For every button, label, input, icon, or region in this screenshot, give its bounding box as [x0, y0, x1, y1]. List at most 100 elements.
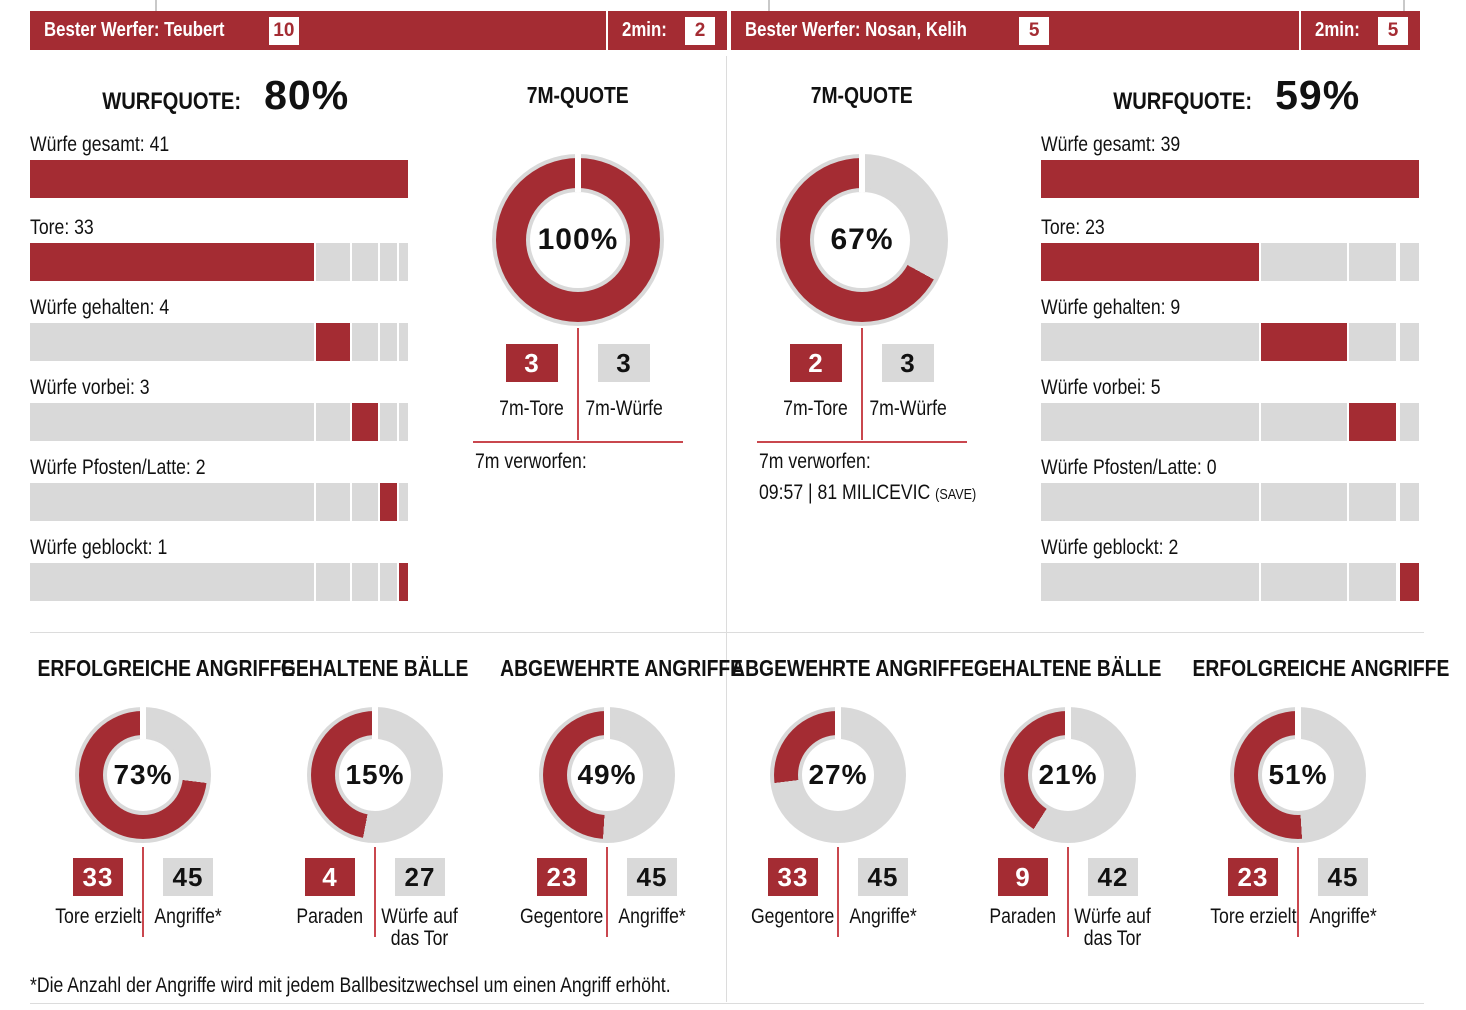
attack-divider-line	[1067, 847, 1069, 937]
attack-box2: 45	[1318, 858, 1368, 896]
sevenm-goals-label-text: 7m-Tore	[783, 397, 849, 420]
donut-hole	[107, 739, 179, 811]
bar-label-text: Würfe geblockt: 1	[30, 536, 168, 559]
attack-box1-label-text: Paraden	[296, 905, 364, 928]
bar-segment	[30, 563, 314, 601]
attack-donut: 73%	[75, 707, 211, 843]
bar-label-text: Tore: 23	[1041, 216, 1105, 239]
bar-track	[1041, 160, 1419, 198]
bar-segment	[352, 563, 379, 601]
bar-segment	[1348, 243, 1397, 281]
attack-box2-label-text: Angriffe*	[618, 905, 686, 928]
bar-label: Tore: 23	[1041, 216, 1419, 240]
best-thrower-banner-right: Bester Werfer: Nosan, Kelih 5 2min: 5	[731, 11, 1420, 50]
bar-segment	[352, 243, 379, 281]
bar-segment	[1041, 323, 1260, 361]
bar-label-text: Tore: 33	[30, 216, 94, 239]
bar-segment	[380, 563, 398, 601]
attack-box2-label: Angriffe*	[133, 906, 243, 954]
attack-donut-title: ERFOLGREICHE ANGRIFFE	[13, 655, 294, 683]
donut-hole	[1032, 739, 1104, 811]
attack-box1: 4	[305, 858, 355, 896]
donut-hole	[1262, 739, 1334, 811]
attack-box2-label: Angriffe*	[597, 906, 707, 954]
bar-segment	[1261, 483, 1347, 521]
two-min-count-badge: 2	[685, 16, 715, 45]
bar-label-text: Würfe Pfosten/Latte: 0	[1041, 456, 1217, 479]
attack-box1-label-text: Paraden	[989, 905, 1057, 928]
sevenm-missed-label: 7m verworfen:	[475, 450, 715, 474]
attack-box1: 23	[1228, 858, 1278, 896]
attack-box2: 45	[858, 858, 908, 896]
attack-divider-line	[1297, 847, 1299, 937]
attack-box2-label-text: Würfe auf das Tor	[1074, 905, 1152, 950]
attack-divider-line	[606, 847, 608, 937]
donut-percent: 73%	[113, 759, 173, 790]
bar-label-text: Würfe gehalten: 4	[30, 296, 170, 319]
bar-segment	[1261, 243, 1347, 281]
bar-segment	[1348, 323, 1397, 361]
bar-track	[1041, 563, 1419, 601]
bar-label-text: Würfe geblockt: 2	[1041, 536, 1179, 559]
bar-track	[30, 323, 408, 361]
attack-donut-title: ERFOLGREICHE ANGRIFFE	[1168, 655, 1449, 683]
bar-label-text: Würfe gehalten: 9	[1041, 296, 1181, 319]
bar-segment	[380, 403, 398, 441]
attack-donut: 51%	[1230, 707, 1366, 843]
bar-segment-highlight	[315, 323, 351, 361]
attack-box2-label-text: Würfe auf das Tor	[381, 905, 459, 950]
attack-donut-title: ABGEWEHRTE ANGRIFFE	[477, 655, 743, 683]
banner-divider	[605, 11, 608, 50]
sevenm-goals-box: 3	[506, 344, 558, 382]
banner-divider	[1298, 11, 1301, 50]
bar-label-text: Würfe vorbei: 5	[1041, 376, 1161, 399]
attack-box1: 23	[537, 858, 587, 896]
bar-segment	[30, 483, 314, 521]
bar-segment	[1261, 403, 1347, 441]
attack-donut-title-text: ABGEWEHRTE ANGRIFFE	[500, 655, 744, 681]
wurfquote-percent: 59%	[1275, 72, 1361, 118]
center-divider	[726, 56, 727, 1002]
bar-segment	[315, 403, 351, 441]
bar-segment	[399, 483, 408, 521]
bar-track	[1041, 323, 1419, 361]
bar-label: Würfe gehalten: 4	[30, 296, 408, 320]
wurfquote-heading-right: WURFQUOTE: 59%	[1030, 72, 1430, 118]
donut-hole	[802, 739, 874, 811]
bar-segment	[30, 323, 314, 361]
sevenm-attempts-box: 3	[882, 344, 934, 382]
attack-box2: 45	[163, 858, 213, 896]
sevenm-goals-label: 7m-Tore	[766, 398, 866, 422]
bar-label: Würfe Pfosten/Latte: 2	[30, 456, 408, 480]
attack-box2-label: Würfe auf das Tor	[365, 906, 475, 954]
attack-box2: 27	[395, 858, 445, 896]
attack-box2: 45	[627, 858, 677, 896]
bar-segment	[1041, 563, 1260, 601]
donut-percent: 27%	[808, 759, 868, 790]
attack-box1-label-text: Tore erzielt	[1209, 905, 1297, 928]
wurfquote-percent: 80%	[264, 72, 350, 118]
attack-box1-label-text: Gegentore	[520, 905, 604, 928]
attack-box2-label: Angriffe*	[1288, 906, 1398, 954]
attack-donut-title-text: ERFOLGREICHE ANGRIFFE	[37, 655, 295, 681]
bar-segment	[1261, 563, 1347, 601]
attack-donut-title-text: ERFOLGREICHE ANGRIFFE	[1192, 655, 1450, 681]
bar-segment-highlight	[399, 563, 408, 601]
attacks-footnote: *Die Anzahl der Angriffe wird mit jedem …	[30, 974, 793, 998]
attack-divider-line	[837, 847, 839, 937]
bar-track	[30, 243, 408, 281]
donut-notch	[1065, 707, 1071, 739]
bar-segment	[30, 403, 314, 441]
bar-label: Würfe Pfosten/Latte: 0	[1041, 456, 1419, 480]
bar-label: Würfe gehalten: 9	[1041, 296, 1419, 320]
attack-box1-label: Tore erzielt	[1198, 906, 1308, 954]
sevenm-attempts-label-text: 7m-Würfe	[869, 397, 947, 420]
attack-donut-title: GEHALTENE BÄLLE	[938, 655, 1198, 683]
wurfquote-label: WURFQUOTE:	[102, 88, 241, 115]
donut-hole	[814, 192, 910, 288]
bottom-divider	[30, 1003, 1424, 1004]
attack-box2-label-text: Angriffe*	[849, 905, 917, 928]
bar-track	[1041, 483, 1419, 521]
donut-notch	[604, 707, 610, 739]
bar-segment	[1041, 483, 1260, 521]
